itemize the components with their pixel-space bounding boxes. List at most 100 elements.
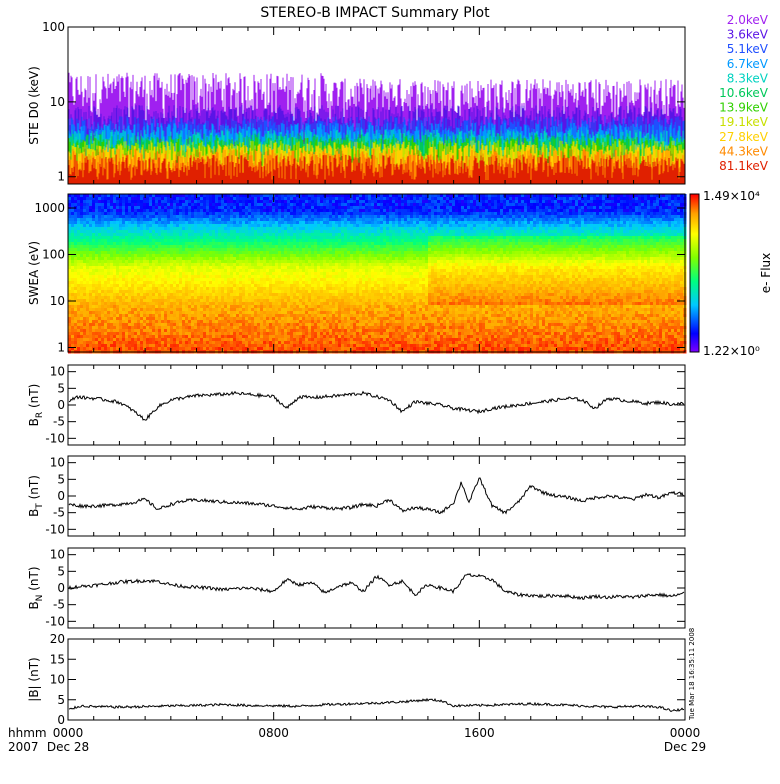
heatmap-cell: [125, 272, 129, 276]
heatmap-cell: [263, 248, 267, 252]
heatmap-cell: [143, 278, 147, 282]
heatmap-cell: [335, 275, 339, 279]
heatmap-cell: [230, 263, 234, 267]
heatmap-cell: [134, 260, 138, 264]
heatmap-cell: [173, 203, 177, 207]
heatmap-cell: [140, 305, 144, 309]
heatmap-cell: [149, 260, 153, 264]
heatmap-cell: [101, 212, 105, 216]
heatmap-cell: [92, 317, 96, 321]
heatmap-cell: [215, 263, 219, 267]
heatmap-cell: [248, 263, 252, 267]
heatmap-cell: [77, 272, 81, 276]
heatmap-cell: [302, 275, 306, 279]
heatmap-cell: [185, 338, 189, 342]
heatmap-cell: [128, 323, 132, 327]
heatmap-cell: [224, 305, 228, 309]
heatmap-cell: [338, 203, 342, 207]
heatmap-cell: [116, 257, 120, 261]
heatmap-cell: [182, 347, 186, 351]
heatmap-cell: [203, 302, 207, 306]
heatmap-cell: [302, 227, 306, 231]
heatmap-cell: [128, 296, 132, 300]
heatmap-cell: [263, 314, 267, 318]
heatmap-cell: [134, 218, 138, 222]
heatmap-cell: [323, 251, 327, 255]
heatmap-cell: [317, 275, 321, 279]
heatmap-cell: [293, 281, 297, 285]
heatmap-cell: [185, 203, 189, 207]
heatmap-cell: [332, 341, 336, 345]
heatmap-cell: [137, 203, 141, 207]
heatmap-cell: [122, 281, 126, 285]
heatmap-cell: [251, 329, 255, 333]
heatmap-cell: [98, 335, 102, 339]
heatmap-cell: [263, 257, 267, 261]
heatmap-cell: [179, 215, 183, 219]
heatmap-cell: [137, 221, 141, 225]
heatmap-cell: [323, 266, 327, 270]
heatmap-cell: [206, 239, 210, 243]
heatmap-cell: [254, 287, 258, 291]
heatmap-cell: [209, 245, 213, 249]
heatmap-cell: [107, 257, 111, 261]
heatmap-cell: [182, 287, 186, 291]
heatmap-cell: [317, 194, 321, 198]
heatmap-cell: [170, 290, 174, 294]
heatmap-cell: [293, 260, 297, 264]
heatmap-cell: [251, 296, 255, 300]
heatmap-cell: [278, 233, 282, 237]
heatmap-cell: [323, 233, 327, 237]
heatmap-cell: [263, 224, 267, 228]
heatmap-cell: [209, 221, 213, 225]
heatmap-cell: [308, 194, 312, 198]
heatmap-cell: [191, 206, 195, 210]
heatmap-cell: [296, 287, 300, 291]
heatmap-cell: [275, 221, 279, 225]
heatmap-cell: [302, 344, 306, 348]
heatmap-cell: [119, 218, 123, 222]
heatmap-cell: [155, 308, 159, 312]
heatmap-cell: [158, 308, 162, 312]
heatmap-cell: [206, 332, 210, 336]
heatmap-cell: [203, 326, 207, 330]
heatmap-cell: [308, 209, 312, 213]
heatmap-cell: [281, 347, 285, 351]
heatmap-cell: [113, 242, 117, 246]
heatmap-cell: [323, 314, 327, 318]
heatmap-cell: [299, 311, 303, 315]
heatmap-cell: [167, 305, 171, 309]
heatmap-cell: [290, 248, 294, 252]
heatmap-cell: [332, 305, 336, 309]
heatmap-cell: [185, 281, 189, 285]
heatmap-cell: [311, 203, 315, 207]
heatmap-cell: [221, 203, 225, 207]
heatmap-cell: [119, 338, 123, 342]
heatmap-cell: [179, 257, 183, 261]
heatmap-cell: [272, 335, 276, 339]
heatmap-cell: [104, 335, 108, 339]
heatmap-cell: [338, 224, 342, 228]
heatmap-cell: [287, 290, 291, 294]
heatmap-cell: [245, 233, 249, 237]
heatmap-cell: [98, 338, 102, 342]
heatmap-cell: [122, 314, 126, 318]
heatmap-cell: [248, 338, 252, 342]
heatmap-cell: [296, 248, 300, 252]
heatmap-cell: [209, 290, 213, 294]
heatmap-cell: [296, 221, 300, 225]
heatmap-cell: [95, 332, 99, 336]
heatmap-cell: [89, 266, 93, 270]
heatmap-cell: [173, 302, 177, 306]
heatmap-cell: [104, 299, 108, 303]
heatmap-cell: [248, 302, 252, 306]
heatmap-cell: [299, 323, 303, 327]
heatmap-cell: [254, 218, 258, 222]
heatmap-cell: [191, 278, 195, 282]
heatmap-cell: [227, 296, 231, 300]
heatmap-cell: [182, 314, 186, 318]
heatmap-cell: [116, 341, 120, 345]
heatmap-cell: [221, 236, 225, 240]
heatmap-cell: [203, 299, 207, 303]
